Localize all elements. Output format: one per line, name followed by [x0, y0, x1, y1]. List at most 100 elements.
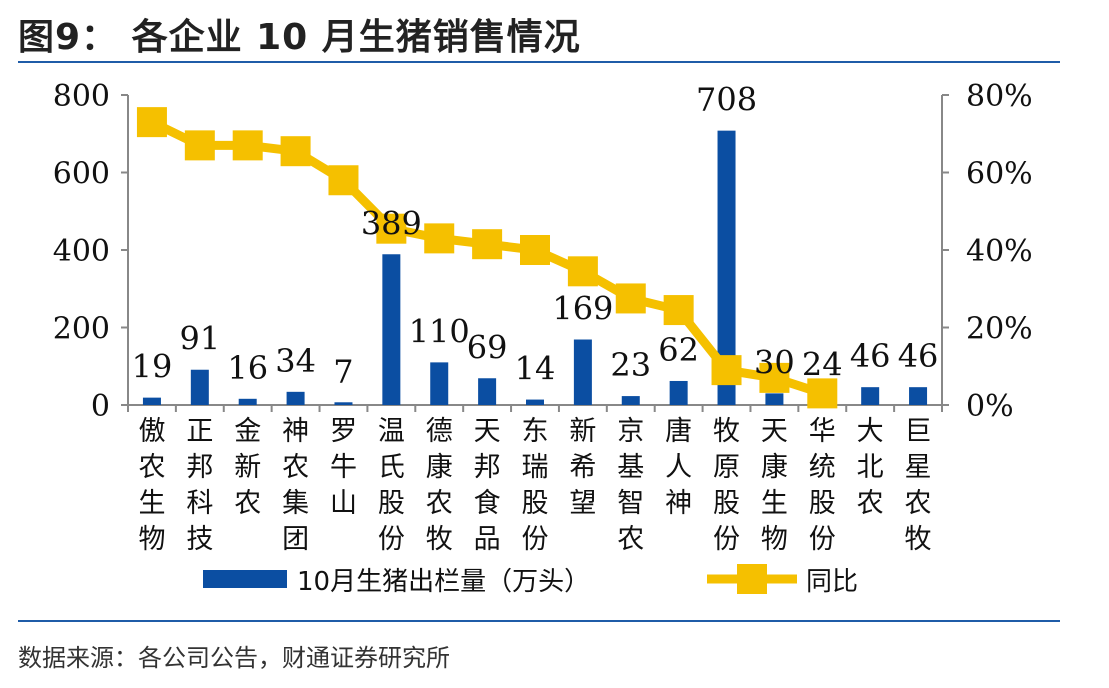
x-tick-label-char: 份 — [522, 524, 549, 555]
yoy-marker — [807, 378, 838, 409]
bar-data-label: 34 — [275, 342, 316, 380]
y-right-tick-label: 40% — [966, 234, 1033, 269]
x-tick-label-char: 温 — [378, 416, 405, 447]
y-left-tick-label: 600 — [53, 157, 110, 192]
yoy-marker — [759, 362, 790, 393]
bar — [478, 378, 497, 405]
bar — [765, 393, 784, 405]
yoy-marker — [280, 136, 311, 167]
bar-data-label: 91 — [179, 320, 220, 358]
x-tick-label-char: 康 — [761, 452, 788, 483]
x-tick-label-char: 农 — [282, 452, 309, 483]
x-tick-label-char: 牛 — [330, 452, 357, 483]
x-tick-label-char: 农 — [905, 488, 932, 519]
bar — [526, 399, 544, 405]
x-tick-label-char: 邦 — [186, 452, 213, 483]
bar-data-label: 23 — [610, 346, 651, 384]
y-left-tick-label: 400 — [53, 234, 110, 269]
x-tick-label-char: 京 — [617, 416, 644, 447]
x-tick-label-char: 统 — [809, 452, 836, 483]
x-tick-label-char: 智 — [617, 488, 644, 519]
x-tick-label-char: 希 — [569, 452, 596, 483]
x-tick-label-char: 农 — [234, 488, 261, 519]
y-right-tick-label: 20% — [966, 312, 1033, 347]
bar — [861, 387, 880, 405]
x-tick-label-char: 基 — [617, 452, 644, 483]
bar — [190, 369, 209, 405]
legend-bar-label: 10月生猪出栏量（万头） — [297, 567, 590, 597]
x-tick-label-char: 农 — [857, 488, 884, 519]
x-tick-label-char: 股 — [809, 488, 836, 519]
x-tick-label-char: 德 — [426, 416, 453, 447]
x-tick-label-char: 山 — [330, 488, 357, 519]
x-tick-label-char: 金 — [234, 416, 261, 447]
y-right-tick-label: 80% — [966, 79, 1033, 114]
x-tick-label-char: 牧 — [905, 524, 932, 555]
x-tick-label-char: 天 — [474, 416, 501, 447]
x-tick-label-char: 罗 — [330, 416, 357, 447]
x-tick-label-char: 股 — [713, 488, 740, 519]
yoy-marker — [472, 229, 503, 260]
yoy-marker — [567, 256, 598, 287]
x-tick-label-char: 正 — [186, 416, 213, 447]
bar — [717, 130, 736, 405]
x-tick-label-char: 氏 — [378, 452, 405, 483]
source-divider — [18, 620, 1060, 622]
yoy-marker — [136, 107, 167, 138]
bar — [286, 391, 305, 405]
bar — [142, 397, 161, 405]
x-tick-label-char: 东 — [522, 416, 549, 447]
bar-data-label: 389 — [361, 204, 422, 242]
x-tick-label-char: 品 — [474, 524, 501, 555]
x-tick-label-char: 唐 — [665, 416, 692, 447]
bar-data-label: 7 — [333, 352, 353, 390]
x-tick-label-char: 牧 — [426, 524, 453, 555]
x-tick-label-char: 农 — [138, 452, 165, 483]
x-tick-label-char: 邦 — [474, 452, 501, 483]
page-title: 图9： 各企业 10 月生猪销售情况 — [18, 17, 581, 58]
bar-data-label: 24 — [802, 346, 843, 384]
x-tick-label-char: 星 — [905, 452, 932, 483]
x-tick-label-char: 新 — [234, 452, 261, 483]
x-tick-label-char: 股 — [522, 488, 549, 519]
x-tick-label-char: 农 — [617, 524, 644, 555]
x-tick-label-char: 物 — [138, 524, 165, 555]
bar — [909, 387, 928, 405]
x-tick-label-char: 北 — [857, 452, 884, 483]
bar — [334, 402, 353, 405]
x-tick-label-char: 神 — [282, 416, 309, 447]
x-tick-label-char: 技 — [186, 524, 213, 555]
yoy-marker — [615, 283, 646, 314]
y-left-tick-label: 0 — [91, 389, 110, 424]
title-divider — [18, 61, 1060, 63]
yoy-marker — [520, 235, 550, 265]
bar-data-label: 46 — [850, 337, 891, 375]
x-tick-label-char: 生 — [138, 488, 165, 519]
bar-data-label: 30 — [754, 343, 795, 381]
x-tick-label-char: 天 — [761, 416, 788, 447]
yoy-marker — [376, 213, 407, 244]
x-tick-label-char: 集 — [282, 488, 309, 519]
bar-data-label: 110 — [409, 312, 470, 350]
x-tick-label-char: 巨 — [905, 416, 932, 447]
bar — [669, 380, 688, 405]
x-tick-label-char: 人 — [665, 452, 692, 483]
bar-data-label: 16 — [227, 349, 268, 387]
bar — [573, 339, 592, 405]
x-tick-label-char: 份 — [713, 524, 740, 555]
legend-bar-swatch — [203, 570, 287, 588]
bar — [382, 254, 401, 405]
x-tick-label-char: 生 — [761, 488, 788, 519]
yoy-marker — [232, 130, 263, 161]
x-tick-label-char: 望 — [569, 488, 596, 519]
bar-data-label: 69 — [467, 328, 508, 366]
y-right-tick-label: 0% — [966, 389, 1014, 424]
bar-data-label: 169 — [552, 290, 613, 328]
y-left-tick-label: 200 — [53, 312, 110, 347]
source-note: 数据来源：各公司公告，财通证券研究所 — [18, 644, 450, 672]
x-tick-label-char: 农 — [426, 488, 453, 519]
x-tick-label-char: 新 — [569, 416, 596, 447]
bar — [430, 362, 449, 405]
x-tick-label-char: 华 — [809, 416, 836, 447]
